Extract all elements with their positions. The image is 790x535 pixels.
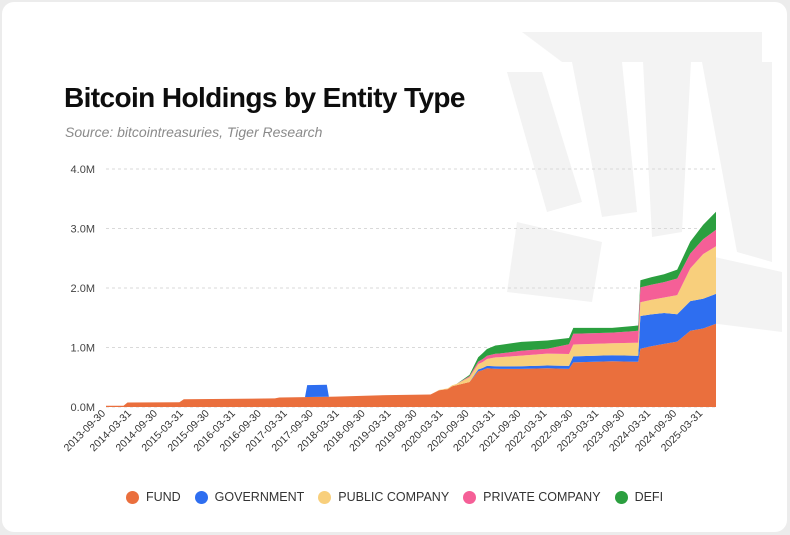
legend-swatch-public-company <box>318 490 332 504</box>
y-tick-label: 1.0M <box>71 343 95 355</box>
stacked-area-chart: 0.0M 1.0M 2.0M 3.0M 4.0M 2013-09-302014-03-3… <box>62 164 716 454</box>
legend-label-government: GOVERNMENT <box>214 490 305 504</box>
legend-item-defi: DEFI <box>614 490 664 504</box>
legend: FUND GOVERNMENT PUBLIC COMPANY PRIVATE C… <box>2 490 787 504</box>
legend-swatch-defi <box>614 490 628 504</box>
y-tick-label: 3.0M <box>71 224 95 236</box>
legend-swatch-fund <box>125 490 139 504</box>
legend-swatch-government <box>194 490 208 504</box>
legend-swatch-private-company <box>463 490 477 504</box>
legend-item-private-company: PRIVATE COMPANY <box>463 490 601 504</box>
chart-subtitle: Source: bitcointreasuries, Tiger Researc… <box>65 124 323 140</box>
chart-title: Bitcoin Holdings by Entity Type <box>64 82 466 113</box>
legend-item-government: GOVERNMENT <box>194 490 305 504</box>
legend-item-fund: FUND <box>125 490 181 504</box>
area-series <box>106 211 716 407</box>
y-tick-label: 2.0M <box>71 283 95 295</box>
x-axis-ticks: 2013-09-302014-03-312014-09-302015-03-31… <box>62 407 706 454</box>
legend-label-private-company: PRIVATE COMPANY <box>483 490 601 504</box>
area-fund <box>106 323 716 407</box>
legend-label-defi: DEFI <box>634 490 664 504</box>
legend-item-public-company: PUBLIC COMPANY <box>318 490 449 504</box>
y-axis-ticks: 0.0M 1.0M 2.0M 3.0M 4.0M <box>71 164 95 414</box>
legend-label-fund: FUND <box>145 490 181 504</box>
y-tick-label: 4.0M <box>71 164 95 176</box>
legend-label-public-company: PUBLIC COMPANY <box>338 490 450 504</box>
y-tick-label: 0.0M <box>71 402 95 414</box>
